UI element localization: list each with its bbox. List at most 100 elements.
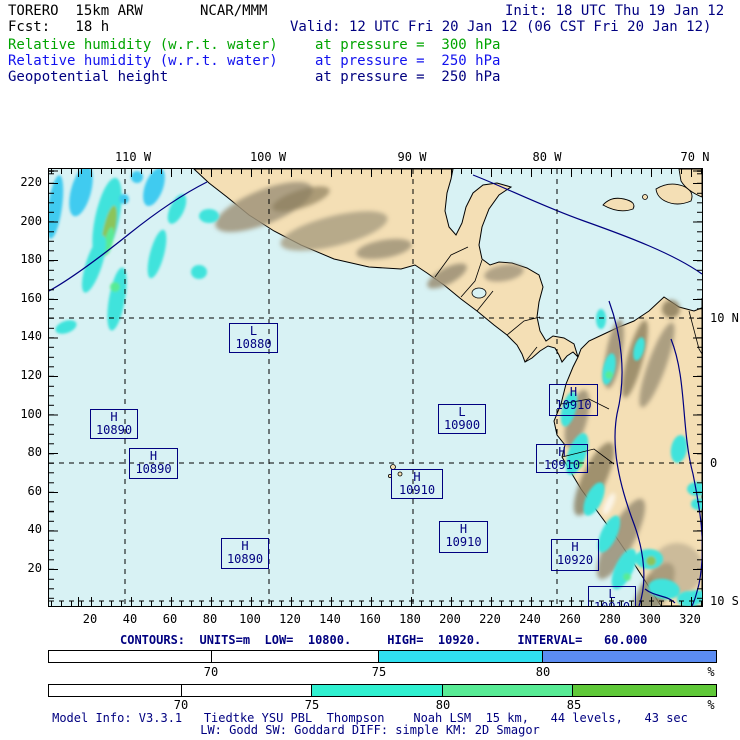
- model-info-line1: Model Info: V3.3.1 Tiedtke YSU PBL Thomp…: [52, 711, 688, 725]
- bottom-axis-label: 180: [399, 612, 421, 626]
- hl-value: 10910: [593, 600, 631, 607]
- colorbar-segment: [49, 685, 182, 696]
- hl-letter: H: [558, 445, 566, 459]
- lake: [471, 287, 487, 299]
- field2-name: Relative humidity (w.r.t. water): [8, 53, 278, 69]
- colorbar-tick-label: 75: [371, 665, 387, 679]
- bottom-axis-label: 120: [279, 612, 301, 626]
- hl-value: 10910: [543, 458, 581, 472]
- political-borders: [434, 246, 702, 465]
- hl-value: 10890: [226, 552, 264, 566]
- hl-marker: H 10910: [536, 444, 588, 473]
- bottom-axis-label: 280: [599, 612, 621, 626]
- bottom-axis-label: 160: [359, 612, 381, 626]
- colorbar-unit-label: %: [707, 665, 715, 679]
- init-time: Init: 18 UTC Thu 19 Jan 12: [505, 3, 725, 19]
- hl-letter: L: [458, 405, 466, 419]
- left-axis-label: 120: [20, 368, 42, 382]
- top-axis-label: 80 W: [532, 150, 562, 164]
- hl-marker: H 10910: [549, 384, 598, 416]
- top-axis-label: 70 N: [680, 150, 710, 164]
- forecast-hour: Fcst: 18 h: [8, 19, 110, 35]
- hl-value: 10920: [556, 553, 594, 567]
- colorbar-segment: [442, 685, 574, 696]
- center-name: NCAR/MMM: [200, 3, 268, 19]
- hl-value: 10900: [443, 418, 481, 432]
- left-axis-label: 80: [27, 445, 42, 459]
- bottom-axis-label: 240: [519, 612, 541, 626]
- left-axis-label: 160: [20, 291, 42, 305]
- map-graphics: [49, 169, 702, 606]
- hl-marker: L 10900: [438, 404, 486, 434]
- hl-letter: H: [459, 522, 468, 536]
- hl-marker: H 10890: [129, 448, 178, 479]
- bottom-axis-label: 100: [239, 612, 261, 626]
- hl-marker: H 10890: [221, 538, 269, 569]
- colorbar-segment: [211, 651, 380, 662]
- bottom-axis-label: 20: [82, 612, 98, 626]
- colorbar-tick-label: 70: [173, 698, 189, 712]
- model-info-line2: LW: Godd SW: Goddard DIFF: simple KM: 2D…: [200, 723, 540, 737]
- hl-value: 10910: [445, 535, 482, 549]
- hl-letter: H: [571, 540, 579, 554]
- hl-letter: L: [249, 324, 258, 338]
- bottom-axis-label: 140: [319, 612, 341, 626]
- hl-marker: L 10910: [588, 586, 636, 607]
- hl-marker: H 10910: [439, 521, 488, 553]
- bottom-axis-label: 200: [439, 612, 461, 626]
- hl-value: 10880: [235, 337, 272, 351]
- colorbar-segment: [573, 685, 716, 696]
- top-axis-label: 90 W: [397, 150, 427, 164]
- bottom-axis-label: 80: [202, 612, 218, 626]
- hl-marker: H 10920: [551, 539, 599, 571]
- colorbar-segment: [181, 685, 313, 696]
- field3-name: Geopotential height: [8, 69, 169, 85]
- left-axis-label: 180: [20, 252, 42, 266]
- colorbar-tick-label: 85: [566, 698, 582, 712]
- colorbar-tick-label: 70: [203, 665, 219, 679]
- hl-letter: H: [241, 539, 249, 553]
- hl-value: 10910: [555, 398, 592, 412]
- hl-letter: H: [413, 470, 421, 484]
- left-axis-label: 140: [20, 329, 42, 343]
- colorbar-tick-label: 80: [435, 698, 451, 712]
- terrain-shading: [215, 181, 702, 606]
- top-axis-label: 110 W: [114, 150, 152, 164]
- hl-marker: H 10890: [90, 409, 138, 439]
- colorbar-rh-blue: [48, 650, 717, 663]
- bottom-axis-label: 260: [559, 612, 581, 626]
- bottom-axis-label: 220: [479, 612, 501, 626]
- colorbar-segment: [542, 651, 716, 662]
- hl-letter: L: [608, 587, 616, 601]
- field2-level: at pressure = 250 hPa: [315, 53, 501, 69]
- colorbar-segment: [312, 685, 443, 696]
- bottom-axis-label: 40: [122, 612, 138, 626]
- colorbar-rh-green: [48, 684, 717, 697]
- left-axis-label: 100: [20, 407, 42, 421]
- hl-value: 10910: [398, 483, 436, 497]
- valid-time: Valid: 12 UTC Fri 20 Jan 12 (06 CST Fri …: [290, 19, 712, 35]
- colorbar-unit-label: %: [707, 698, 715, 712]
- bottom-axis-label: 320: [679, 612, 701, 626]
- colorbar-tick-label: 80: [535, 665, 551, 679]
- hl-letter: H: [569, 385, 578, 399]
- top-axis-label: 100 W: [249, 150, 287, 164]
- left-axis-label: 40: [27, 522, 42, 536]
- model-title: TORERO 15km ARW: [8, 3, 143, 19]
- colorbar-segment: [49, 651, 212, 662]
- right-axis-label: 10 N: [710, 311, 739, 325]
- left-axis-label: 60: [27, 484, 42, 498]
- field1-name: Relative humidity (w.r.t. water): [8, 37, 278, 53]
- left-axis-label: 200: [20, 214, 42, 228]
- hl-letter: H: [110, 410, 118, 424]
- field1-level: at pressure = 300 hPa: [315, 37, 501, 53]
- right-axis-label: 0: [710, 456, 718, 470]
- hl-marker: L 10880: [229, 323, 278, 353]
- hl-letter: H: [149, 449, 158, 463]
- hl-marker: H 10910: [391, 469, 443, 499]
- left-axis-label: 20: [27, 561, 42, 575]
- hl-value: 10890: [95, 423, 133, 437]
- left-axis-label: 220: [20, 175, 42, 189]
- contours-info: CONTOURS: UNITS=m LOW= 10800. HIGH= 1092…: [120, 633, 648, 647]
